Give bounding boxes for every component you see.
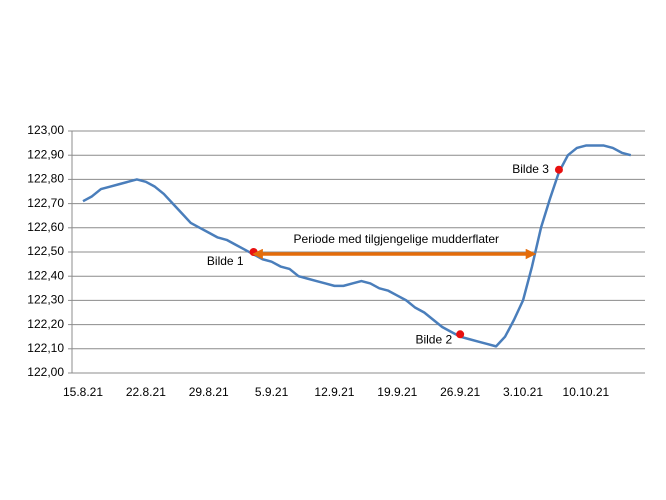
y-tick-label: 122,00 [27, 365, 64, 379]
marker [456, 330, 465, 339]
y-tick-label: 122,60 [27, 220, 64, 234]
y-tick-label: 122,90 [27, 147, 64, 161]
marker-label: Bilde 2 [415, 332, 452, 346]
marker [554, 165, 563, 174]
y-tick-label: 122,20 [27, 317, 64, 331]
data-line [82, 144, 632, 348]
marker [249, 248, 258, 256]
y-tick-label: 122,10 [27, 341, 64, 355]
x-tick-label: 26.9.21 [440, 385, 480, 399]
marker-label: Bilde 1 [207, 254, 244, 268]
marker-label: Bilde 3 [512, 162, 549, 176]
y-tick-label: 122,70 [27, 196, 64, 210]
annotation: Periode med tilgjengelige mudderflater [294, 232, 499, 246]
x-tick-label: 15.8.21 [63, 385, 103, 399]
y-tick-label: 122,50 [27, 244, 64, 258]
y-tick-label: 123,00 [27, 123, 64, 137]
x-tick-label: 5.9.21 [255, 385, 289, 399]
x-tick-label: 3.10.21 [503, 385, 543, 399]
y-tick-label: 122,80 [27, 172, 64, 186]
x-tick-label: 19.9.21 [377, 385, 417, 399]
x-tick-label: 22.8.21 [126, 385, 166, 399]
y-tick-label: 122,40 [27, 268, 64, 282]
y-tick-label: 122,30 [27, 293, 64, 307]
x-tick-label: 12.9.21 [314, 385, 354, 399]
x-tick-label: 10.10.21 [563, 385, 610, 399]
x-tick-label: 29.8.21 [189, 385, 229, 399]
